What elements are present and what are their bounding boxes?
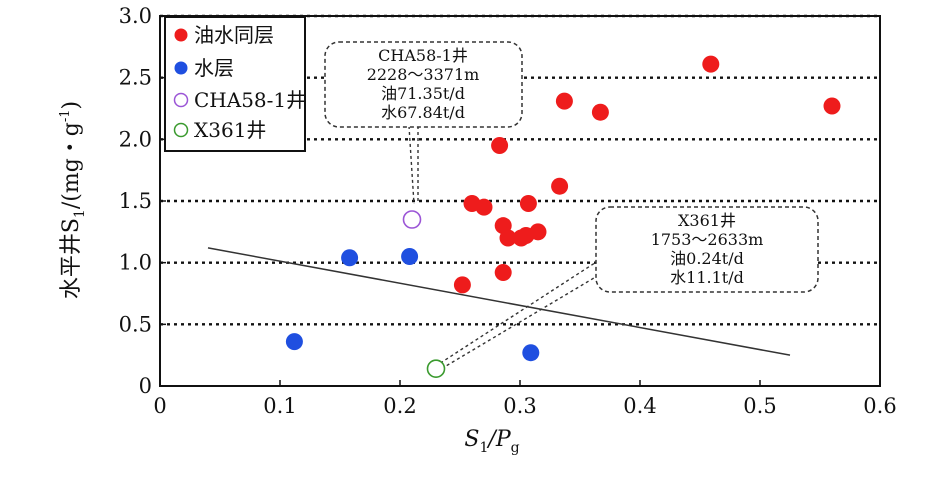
x-tick-label: 0.3 — [503, 394, 536, 418]
point-series-0-12 — [555, 92, 573, 110]
data-points — [285, 55, 841, 379]
legend-label-water: 水层 — [194, 56, 234, 80]
callout-x361-line-2: 1753～2633m — [651, 230, 764, 249]
point-series-3-0 — [426, 359, 446, 379]
y-axis-title-sub1: 1 — [72, 209, 88, 218]
x-tick-label: 0.6 — [863, 394, 896, 418]
x-axis-title-sub1: 1 — [479, 440, 488, 456]
callout-x361-box — [595, 206, 819, 293]
point-series-0-4 — [494, 264, 512, 282]
legend-label-cha58: CHA58-1井 — [194, 88, 306, 112]
callout-cha58-line-2: 2228～3371m — [367, 65, 480, 84]
x-axis-title-mid: /P — [486, 427, 511, 452]
y-tick-label: 2.5 — [119, 66, 152, 90]
callout-cha58-leader — [408, 125, 419, 205]
callout-cha58-line-1: CHA58-1井 — [378, 46, 468, 65]
y-tick-label: 3.0 — [119, 4, 152, 28]
callout-x361-line-1: X361井 — [678, 211, 736, 230]
y-tick-label: 0 — [139, 374, 152, 398]
x-tick-label: 0 — [153, 394, 166, 418]
legend-marker-oil-water — [174, 28, 188, 42]
trend-line — [207, 247, 791, 356]
callout-x361-leader — [441, 256, 605, 367]
point-series-0-15 — [823, 97, 841, 115]
y-tick-label: 2.0 — [119, 127, 152, 151]
point-series-2-0 — [402, 210, 422, 229]
x-axis-title-sub2: g — [511, 440, 520, 456]
legend-marker-x361 — [173, 122, 189, 138]
callout-x361-line-4: 水11.1t/d — [670, 268, 744, 287]
legend-marker-cha58 — [173, 92, 189, 108]
x-axis-title: S1/Pg — [464, 427, 519, 456]
point-series-1-3 — [522, 344, 540, 362]
point-series-1-2 — [401, 248, 419, 265]
legend-label-x361: X361井 — [194, 118, 266, 142]
legend-label-oil-water: 油水同层 — [194, 23, 274, 47]
x-axis-title-base: S — [464, 427, 479, 452]
point-series-0-11 — [551, 177, 569, 195]
y-axis-title-sup: -1 — [58, 109, 73, 122]
x-tick-label: 0.2 — [383, 394, 416, 418]
x-tick-label: 0.5 — [743, 394, 776, 418]
point-series-1-1 — [341, 249, 359, 267]
x-axis-ticks: 0 0.1 0.2 0.3 0.4 0.5 0.6 — [153, 380, 897, 418]
y-axis-title-unit-open: /(mg・g — [59, 122, 84, 209]
y-axis-title: 水平井S1/(mg・g-1) — [58, 101, 88, 299]
y-tick-label: 1.0 — [119, 251, 152, 275]
y-axis-ticks: 0 0.5 1.0 1.5 2.0 2.5 3.0 — [119, 4, 166, 398]
callout-cha58: CHA58-1井 2228～3371m 油71.35t/d 水67.84t/d — [324, 41, 523, 205]
y-tick-label: 1.5 — [119, 189, 152, 213]
callout-x361-line-3: 油0.24t/d — [670, 249, 744, 268]
x-tick-label: 0.1 — [263, 394, 296, 418]
callout-cha58-box — [324, 41, 523, 128]
point-series-0-10 — [529, 223, 547, 241]
point-series-0-6 — [499, 229, 517, 247]
legend: 油水同层 水层 CHA58-1井 X361井 — [164, 16, 306, 152]
point-series-0-8 — [519, 194, 537, 212]
callout-cha58-line-3: 油71.35t/d — [381, 84, 465, 103]
point-series-0-14 — [702, 55, 720, 73]
legend-marker-water — [174, 61, 188, 75]
point-series-0-13 — [591, 103, 609, 121]
point-series-1-0 — [285, 333, 303, 351]
point-series-0-3 — [491, 137, 509, 154]
callout-x361: X361井 1753～2633m 油0.24t/d 水11.1t/d — [441, 206, 819, 367]
y-axis-title-unit-close: ) — [59, 101, 84, 110]
callout-cha58-line-4: 水67.84t/d — [381, 103, 465, 122]
legend-box — [164, 16, 306, 152]
point-series-0-2 — [475, 198, 493, 216]
x-tick-label: 0.4 — [623, 394, 656, 418]
callouts: CHA58-1井 2228～3371m 油71.35t/d 水67.84t/d … — [324, 41, 819, 367]
y-tick-label: 0.5 — [119, 312, 152, 336]
y-axis-title-base: 水平井S — [59, 218, 84, 299]
point-series-0-0 — [453, 276, 471, 294]
